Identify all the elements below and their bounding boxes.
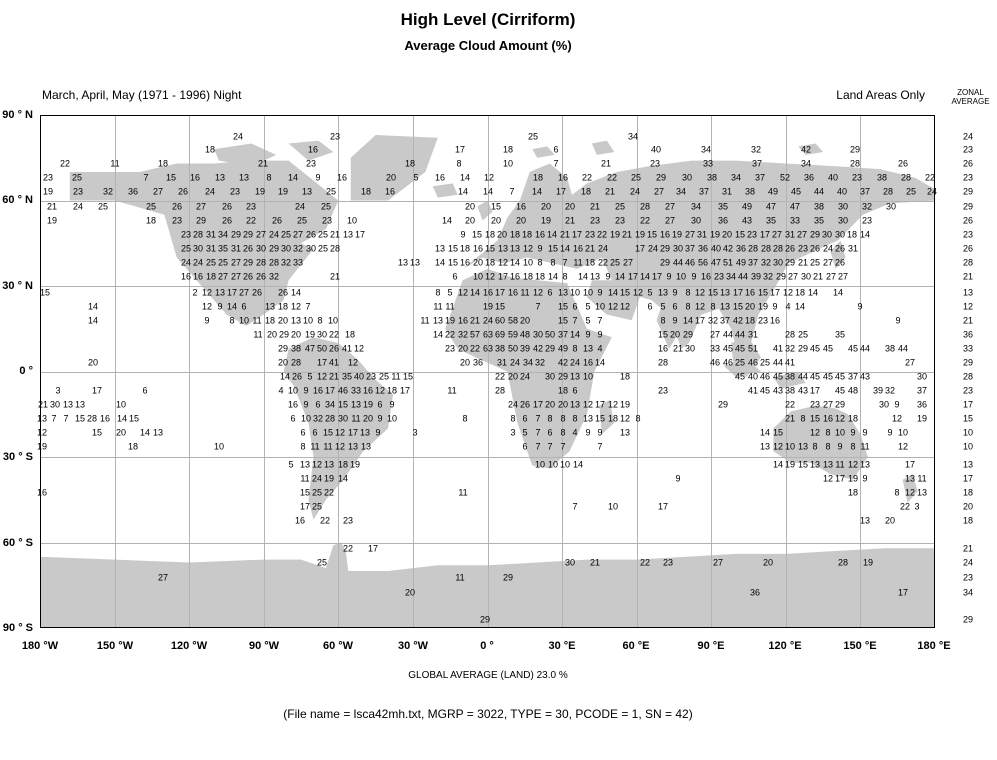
- zonal-average-value: 18: [962, 487, 974, 498]
- map-plot: [40, 115, 935, 628]
- world-map: [40, 115, 935, 628]
- land-japan: [830, 240, 846, 269]
- longitude-label: 90 °W: [248, 640, 280, 652]
- zonal-average-value: 28: [962, 257, 974, 268]
- zonal-average-value: 17: [962, 473, 974, 484]
- land-australia: [773, 405, 868, 480]
- longitude-label: 150 °W: [96, 640, 134, 652]
- zonal-average-value: 21: [962, 315, 974, 326]
- zonal-average-value: 23: [962, 144, 974, 155]
- land-siberian-islands: [798, 143, 824, 155]
- longitude-label: 90 °E: [697, 640, 725, 652]
- zonal-average-value: 12: [962, 301, 974, 312]
- zonal-average-value: 36: [962, 329, 974, 340]
- zonal-average-value: 18: [962, 515, 974, 526]
- latitude-label: 90 ° S: [2, 622, 33, 634]
- zonal-average-value: 13: [962, 287, 974, 298]
- land-layer: [40, 134, 935, 628]
- plot-border: [40, 115, 935, 628]
- zonal-average-value: 28: [962, 371, 974, 382]
- zonal-average-value: 21: [962, 543, 974, 554]
- zonal-average-value: 29: [962, 357, 974, 368]
- longitude-label: 180 °E: [917, 640, 951, 652]
- zonal-average-value: 26: [962, 158, 974, 169]
- longitude-label: 120 °E: [768, 640, 802, 652]
- longitude-label: 180 °W: [21, 640, 59, 652]
- zonal-average-value: 26: [962, 243, 974, 254]
- zonal-average-value: 34: [962, 587, 974, 598]
- longitude-label: 30 °W: [397, 640, 429, 652]
- latitude-label: 0 °: [19, 365, 33, 377]
- file-info-label: (File name = lsca42mh.txt, MGRP = 3022, …: [283, 707, 693, 721]
- zonal-average-value: 29: [962, 186, 974, 197]
- zonal-average-value: 23: [962, 172, 974, 183]
- zonal-average-value: 24: [962, 557, 974, 568]
- zonal-average-value: 29: [962, 614, 974, 625]
- land-greenland: [350, 134, 438, 201]
- land-uk: [477, 200, 493, 221]
- zonal-average-value: 23: [962, 385, 974, 396]
- latitude-label: 60 ° S: [2, 537, 33, 549]
- land-arabia: [586, 280, 642, 321]
- land-india: [656, 291, 692, 349]
- land-antarctica: [40, 542, 935, 628]
- longitude-label: 0 °: [480, 640, 494, 652]
- zonal-average-value: 23: [962, 572, 974, 583]
- zonal-average-value: 10: [962, 427, 974, 438]
- longitude-label: 120 °W: [170, 640, 208, 652]
- latitude-label: 90 ° N: [2, 109, 33, 121]
- longitude-label: 60 °W: [322, 640, 354, 652]
- zonal-average-value: 29: [962, 201, 974, 212]
- land-areas-label: Land Areas Only: [836, 88, 925, 102]
- land-novaya-zemlya: [591, 140, 615, 155]
- zonal-average-value: 15: [962, 413, 974, 424]
- latitude-label: 30 ° S: [2, 451, 33, 463]
- zonal-average-value: 20: [962, 501, 974, 512]
- zonal-average-header: ZONAL AVERAGE: [944, 88, 997, 106]
- zonal-average-value: 10: [962, 441, 974, 452]
- zonal-average-value: 26: [962, 215, 974, 226]
- zonal-average-value: 23: [962, 229, 974, 240]
- zonal-average-value: 21: [962, 271, 974, 282]
- longitude-label: 150 °E: [843, 640, 877, 652]
- land-arctic-islands: [214, 143, 277, 167]
- land-eurasia: [462, 160, 935, 358]
- zonal-header-line2: AVERAGE: [951, 97, 990, 106]
- page-subtitle: Average Cloud Amount (%): [404, 38, 572, 53]
- zonal-header-line1: ZONAL: [957, 88, 984, 97]
- zonal-average-value: 24: [962, 131, 974, 142]
- zonal-average-value: 13: [962, 459, 974, 470]
- latitude-label: 60 ° N: [2, 194, 33, 206]
- land-new-guinea: [773, 371, 806, 389]
- land-africa: [445, 268, 612, 469]
- zonal-average-value: 17: [962, 399, 974, 410]
- zonal-average-value: 33: [962, 343, 974, 354]
- global-average-label: GLOBAL AVERAGE (LAND) 23.0 %: [408, 670, 568, 681]
- latitude-label: 30 ° N: [2, 280, 33, 292]
- land-arctic-islands: [288, 140, 334, 161]
- land-madagascar: [599, 400, 615, 435]
- season-label: March, April, May (1971 - 1996) Night: [42, 88, 242, 102]
- land-iceland: [432, 183, 458, 198]
- gridlines: [40, 115, 935, 628]
- land-svalbard: [532, 146, 555, 158]
- land-north-america: [69, 160, 339, 326]
- land-new-zealand: [902, 474, 918, 503]
- longitude-label: 60 °E: [622, 640, 650, 652]
- page-title: High Level (Cirriform): [400, 10, 576, 29]
- longitude-label: 30 °E: [548, 640, 576, 652]
